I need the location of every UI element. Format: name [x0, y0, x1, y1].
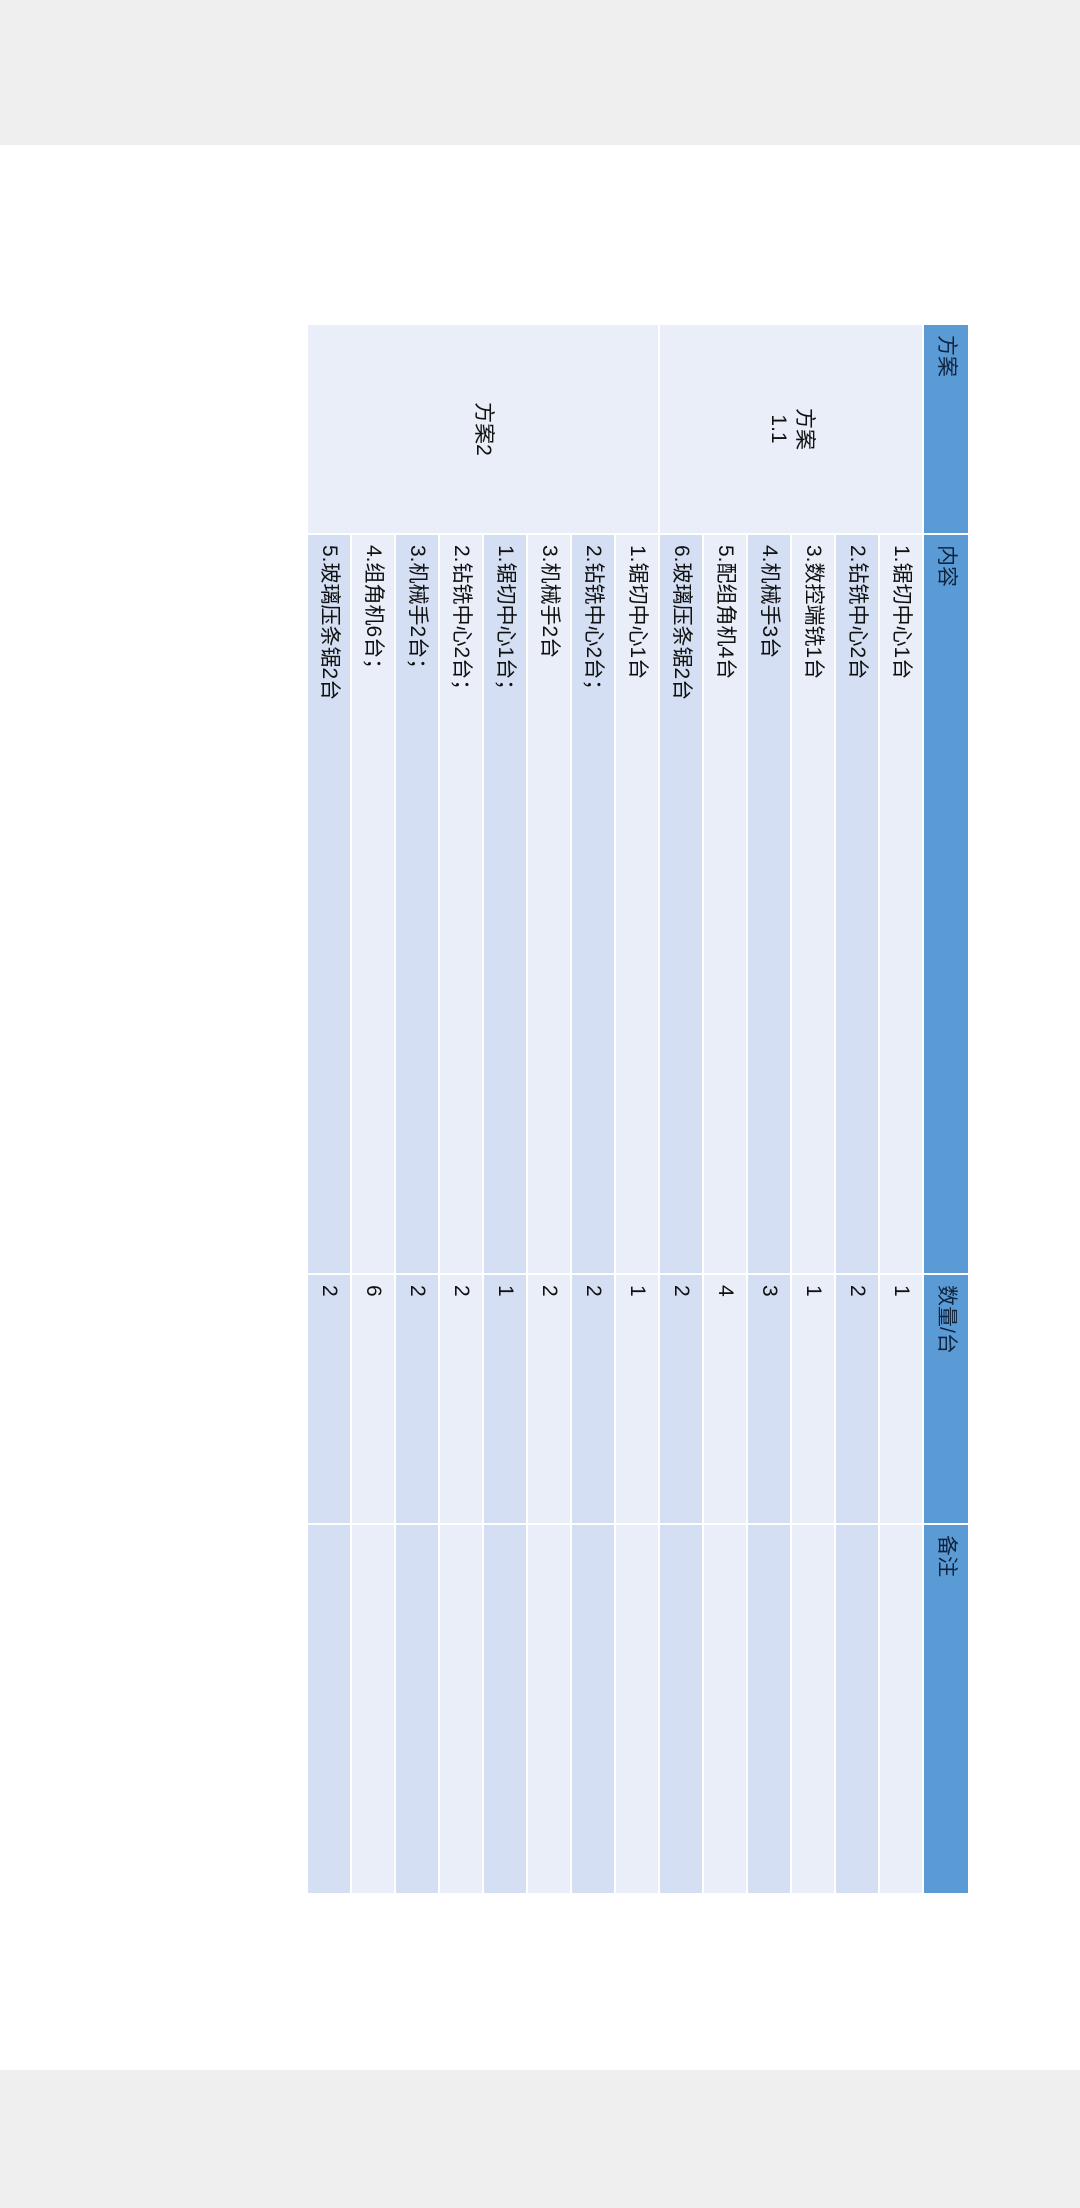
cell-note: [791, 1523, 835, 1894]
table-row[interactable]: 4.组角机6台； 6: [351, 324, 395, 1894]
plan-label-line1: 方案: [793, 407, 817, 450]
cell-content: 1.锯切中心1台；: [483, 533, 527, 1274]
cell-content: 6.玻璃压条锯2台: [659, 533, 703, 1274]
cell-quantity: 2: [527, 1273, 571, 1524]
table-row[interactable]: 3.机械手2台 2: [527, 324, 571, 1894]
cell-quantity: 6: [351, 1273, 395, 1524]
cell-content: 4.组角机6台；: [351, 533, 395, 1274]
table-header: 方案 内容 数量/台 备注: [923, 323, 969, 1894]
cell-quantity: 4: [703, 1273, 747, 1524]
table-row[interactable]: 4.机械手3台 3: [747, 324, 791, 1894]
cell-note: [835, 1523, 879, 1894]
table-header-row: 方案 内容 数量/台 备注: [923, 323, 969, 1894]
cell-note: [351, 1523, 395, 1894]
cell-quantity: 2: [659, 1273, 703, 1524]
cell-note: [659, 1523, 703, 1894]
table-row[interactable]: 3.数控端铣1台 1: [791, 324, 835, 1894]
cell-content: 5.玻璃压条锯2台: [307, 533, 351, 1274]
bottom-chrome-bar: [0, 2070, 1080, 2208]
cell-content: 2.钻铣中心2台；: [439, 533, 483, 1274]
cell-content: 1.锯切中心1台: [615, 533, 659, 1274]
cell-content: 3.数控端铣1台: [791, 533, 835, 1274]
cell-content: 3.机械手2台: [527, 533, 571, 1274]
cell-quantity: 2: [571, 1273, 615, 1524]
cell-quantity: 1: [483, 1273, 527, 1524]
equipment-plan-table: 方案 内容 数量/台 备注 方案 1.1 1.锯切中心1台 1: [306, 323, 970, 1895]
table-row[interactable]: 2.钻铣中心2台 2: [835, 324, 879, 1894]
column-header-note[interactable]: 备注: [923, 1523, 969, 1894]
cell-note: [439, 1523, 483, 1894]
cell-quantity: 1: [615, 1273, 659, 1524]
cell-quantity: 2: [307, 1273, 351, 1524]
table-row[interactable]: 方案2 1.锯切中心1台 1: [307, 323, 659, 1894]
table-row[interactable]: 5.配组角机4台 4: [703, 324, 747, 1894]
cell-quantity: 3: [747, 1273, 791, 1524]
table-row[interactable]: 2.钻铣中心2台； 2: [571, 324, 615, 1894]
table-row[interactable]: 5.玻璃压条锯2台 2: [307, 324, 351, 1894]
cell-quantity: 1: [791, 1273, 835, 1524]
cell-quantity: 2: [395, 1273, 439, 1524]
rotated-table-viewport[interactable]: 方案 内容 数量/台 备注 方案 1.1 1.锯切中心1台 1: [0, 145, 1080, 2070]
plan-group-label-2: 方案2: [307, 323, 659, 534]
cell-note: [527, 1523, 571, 1894]
cell-quantity: 2: [835, 1273, 879, 1524]
table-row[interactable]: 1.锯切中心1台； 1: [483, 324, 527, 1894]
cell-content: 5.配组角机4台: [703, 533, 747, 1274]
table-row[interactable]: 3.机械手2台； 2: [395, 324, 439, 1894]
cell-quantity: 2: [439, 1273, 483, 1524]
column-header-content[interactable]: 内容: [923, 533, 969, 1274]
cell-note: [747, 1523, 791, 1894]
plan-label-line1: 方案2: [472, 401, 496, 456]
table-row[interactable]: 方案 1.1 1.锯切中心1台 1: [659, 323, 923, 1894]
table-row[interactable]: 6.玻璃压条锯2台 2: [659, 324, 703, 1894]
cell-note: [307, 1523, 351, 1894]
cell-content: 4.机械手3台: [747, 533, 791, 1274]
cell-content: 2.钻铣中心2台；: [571, 533, 615, 1274]
cell-note: [703, 1523, 747, 1894]
cell-note: [483, 1523, 527, 1894]
cell-quantity: 1: [879, 1273, 923, 1524]
cell-content: 2.钻铣中心2台: [835, 533, 879, 1274]
cell-note: [879, 1523, 923, 1894]
column-header-quantity[interactable]: 数量/台: [923, 1273, 969, 1524]
cell-note: [571, 1523, 615, 1894]
column-header-plan[interactable]: 方案: [923, 323, 969, 534]
plan-group-label-1: 方案 1.1: [659, 323, 923, 534]
cell-note: [395, 1523, 439, 1894]
rotated-table-inner: 方案 内容 数量/台 备注 方案 1.1 1.锯切中心1台 1: [110, 323, 970, 1895]
cell-content: 3.机械手2台；: [395, 533, 439, 1274]
plan-label-line2: 1.1: [767, 413, 790, 444]
cell-content: 1.锯切中心1台: [879, 533, 923, 1274]
table-body: 方案 1.1 1.锯切中心1台 1 2.钻铣中心2台 2 3.数控端铣1台: [307, 323, 923, 1894]
top-chrome-bar: [0, 0, 1080, 145]
cell-note: [615, 1523, 659, 1894]
table-row[interactable]: 2.钻铣中心2台； 2: [439, 324, 483, 1894]
